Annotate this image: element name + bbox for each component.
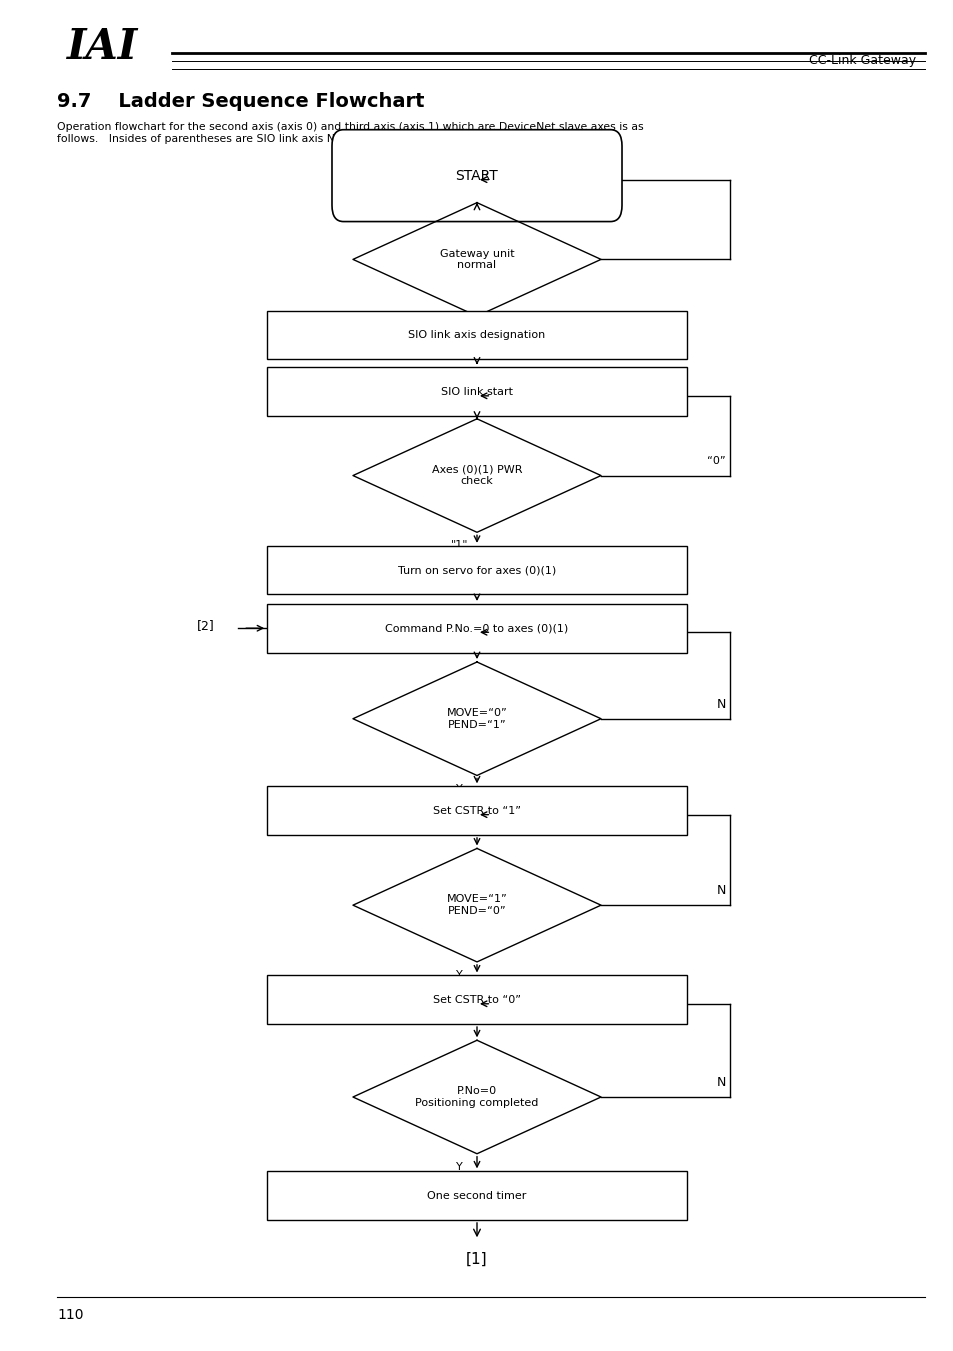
Text: START: START xyxy=(456,169,497,182)
FancyBboxPatch shape xyxy=(267,786,686,835)
FancyBboxPatch shape xyxy=(267,367,686,416)
FancyBboxPatch shape xyxy=(332,130,621,222)
Text: P.No=0
Positioning completed: P.No=0 Positioning completed xyxy=(415,1086,538,1108)
Text: [2]: [2] xyxy=(196,619,214,632)
Text: One second timer: One second timer xyxy=(427,1190,526,1201)
Text: MOVE=“1”
PEND=“0”: MOVE=“1” PEND=“0” xyxy=(446,894,507,916)
Text: 9.7    Ladder Sequence Flowchart: 9.7 Ladder Sequence Flowchart xyxy=(57,92,424,111)
FancyBboxPatch shape xyxy=(267,1171,686,1220)
Text: Y: Y xyxy=(456,324,463,334)
FancyBboxPatch shape xyxy=(267,546,686,594)
Text: Y: Y xyxy=(456,1162,463,1171)
Text: Operation flowchart for the second axis (axis 0) and third axis (axis 1) which a: Operation flowchart for the second axis … xyxy=(57,122,643,131)
FancyBboxPatch shape xyxy=(267,604,686,653)
Text: N: N xyxy=(716,1075,725,1089)
Text: SIO link start: SIO link start xyxy=(440,386,513,397)
Text: MOVE=“0”
PEND=“1”: MOVE=“0” PEND=“1” xyxy=(446,708,507,730)
Text: “0”: “0” xyxy=(706,457,725,466)
FancyBboxPatch shape xyxy=(267,975,686,1024)
Text: Axes (0)(1) PWR
check: Axes (0)(1) PWR check xyxy=(432,465,521,486)
Text: SIO link axis designation: SIO link axis designation xyxy=(408,330,545,340)
Text: CC-Link Gateway: CC-Link Gateway xyxy=(808,54,915,68)
Text: [1]: [1] xyxy=(466,1251,487,1267)
Text: "1": "1" xyxy=(451,540,468,550)
Text: Gateway unit
normal: Gateway unit normal xyxy=(439,249,514,270)
Text: Turn on servo for axes (0)(1): Turn on servo for axes (0)(1) xyxy=(397,565,556,576)
FancyBboxPatch shape xyxy=(267,311,686,359)
Text: Y: Y xyxy=(456,784,463,793)
Text: Set CSTR to “1”: Set CSTR to “1” xyxy=(433,805,520,816)
Text: N: N xyxy=(716,884,725,897)
Text: N: N xyxy=(716,697,725,711)
Text: Command P.No.=0 to axes (0)(1): Command P.No.=0 to axes (0)(1) xyxy=(385,623,568,634)
Text: follows.   Insides of parentheses are SIO link axis Nos.: follows. Insides of parentheses are SIO … xyxy=(57,134,351,143)
Text: Y: Y xyxy=(456,970,463,979)
Text: Set CSTR to “0”: Set CSTR to “0” xyxy=(433,994,520,1005)
Text: IAI: IAI xyxy=(67,26,138,69)
Text: 110: 110 xyxy=(57,1308,84,1321)
